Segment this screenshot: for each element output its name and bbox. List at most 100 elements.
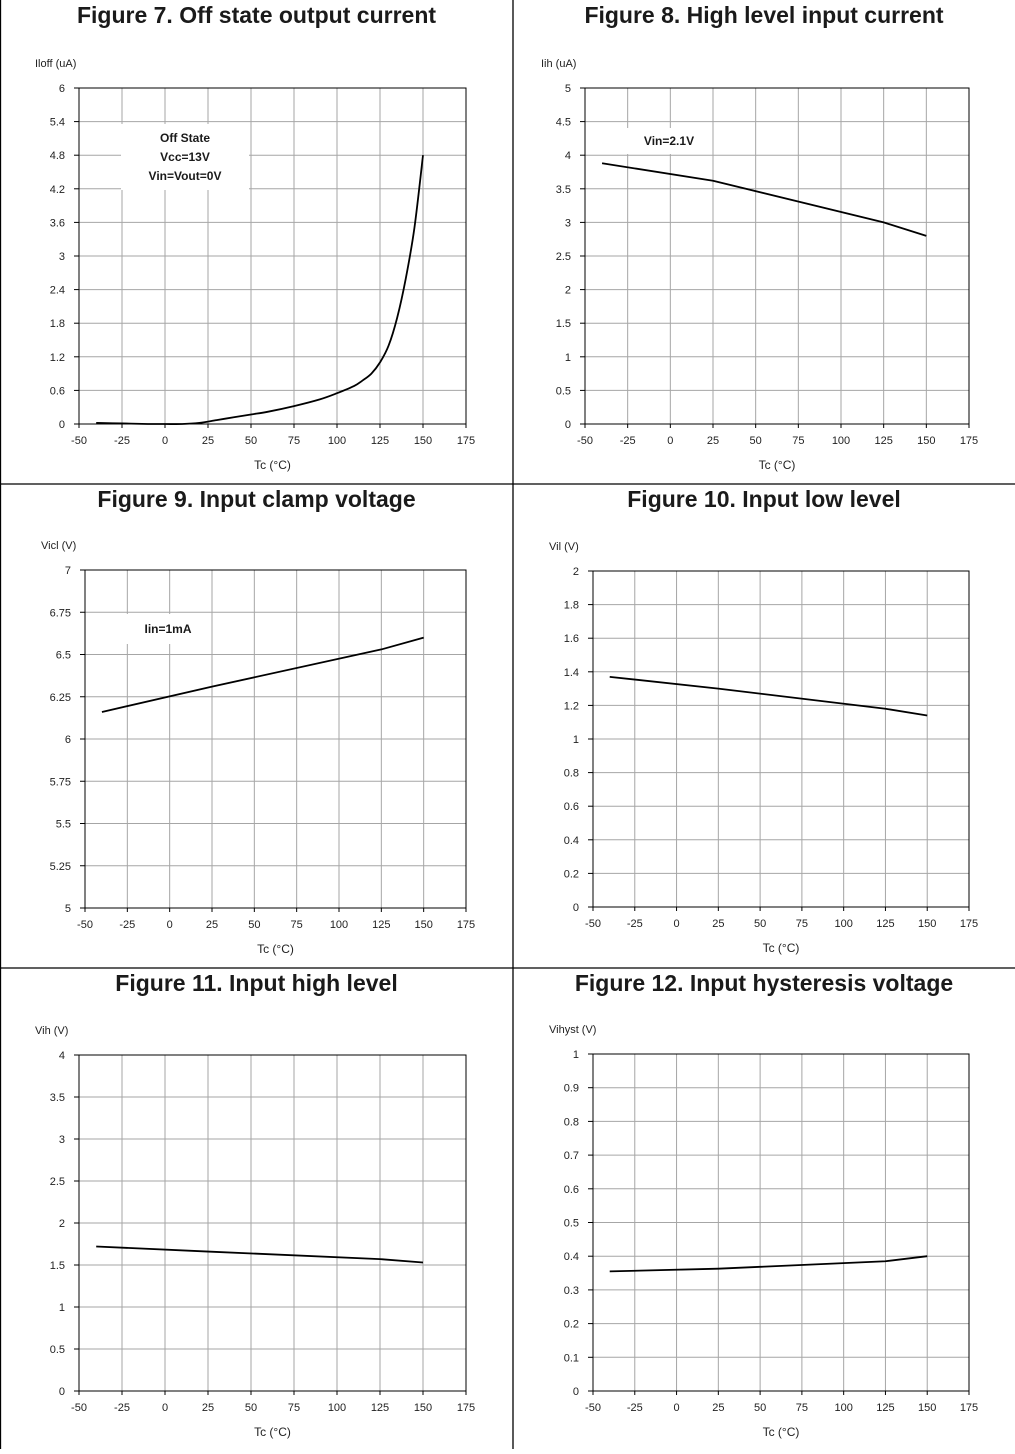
chart-cell-fig11: Figure 11. Input high level 0 0.5 1 1.5 2 2.5… xyxy=(0,968,513,1449)
y-tick-label: 2 xyxy=(573,566,579,578)
series-line xyxy=(101,636,424,713)
y-tick-label: 1.2 xyxy=(564,700,579,712)
gridlines xyxy=(592,570,970,908)
x-tick-label: 100 xyxy=(330,919,348,931)
y-tick-label: 0.6 xyxy=(50,385,65,397)
gridlines xyxy=(78,1054,467,1392)
y-tick-label: 2.4 xyxy=(50,285,65,297)
x-tick-label: 50 xyxy=(754,918,766,930)
y-tick-label: 6.5 xyxy=(56,650,71,662)
y-tick-label: 4 xyxy=(565,150,571,162)
y-tick-label: 0.5 xyxy=(50,1344,65,1356)
y-tick-label: 0.5 xyxy=(556,385,571,397)
x-tick-label: 0 xyxy=(673,918,679,930)
y-tick-label: 0.2 xyxy=(564,1319,579,1331)
x-tick-label: 175 xyxy=(960,435,978,447)
y-tick-label: 5.5 xyxy=(56,819,71,831)
y-tick-label: 3 xyxy=(565,217,571,229)
chart-cell-fig8: Figure 8. High level input current 0 0.5 1… xyxy=(513,0,1015,484)
x-tick-label: 75 xyxy=(288,435,300,447)
x-tick-label: -25 xyxy=(119,919,135,931)
y-tick-label: 2.5 xyxy=(556,251,571,263)
x-tick-label: 0 xyxy=(162,1402,168,1414)
x-tick-label: 25 xyxy=(712,1402,724,1414)
y-tick-label: 7 xyxy=(65,565,71,577)
x-tick-label: 0 xyxy=(673,1402,679,1414)
x-axis-label: Tc (°C) xyxy=(254,1425,291,1439)
annotation-text: Iin=1mA xyxy=(144,622,191,636)
x-tick-label: -25 xyxy=(114,1402,130,1414)
y-tick-label: 6.25 xyxy=(50,692,71,704)
x-tick-label: 150 xyxy=(414,435,432,447)
x-tick-label: 125 xyxy=(371,1402,389,1414)
annotation: Iin=1mA xyxy=(126,614,210,644)
series-line xyxy=(609,675,928,717)
x-tick-label: 150 xyxy=(917,435,935,447)
y-tick-label: 4 xyxy=(59,1050,65,1062)
annotation-text: Vin=Vout=0V xyxy=(149,169,222,183)
x-tick-label: -50 xyxy=(77,919,93,931)
annotation: Off State Vcc=13V Vin=Vout=0V xyxy=(121,124,249,190)
y-tick-label: 0.1 xyxy=(564,1352,579,1364)
annotation-box xyxy=(126,614,210,644)
x-tick-label: -25 xyxy=(627,918,643,930)
y-tick-label: 1.8 xyxy=(50,318,65,330)
series-line xyxy=(609,1255,928,1273)
y-tick-label: 5.25 xyxy=(50,861,71,873)
x-tick-label: 125 xyxy=(371,435,389,447)
y-tick-label: 2.5 xyxy=(50,1176,65,1188)
x-tick-label: 100 xyxy=(832,435,850,447)
y-tick-label: 3.5 xyxy=(50,1092,65,1104)
x-tick-label: 100 xyxy=(328,435,346,447)
chart-cell-fig7: Figure 7. Off state output current 0 0.6 1… xyxy=(0,0,513,484)
x-axis-label: Tc (°C) xyxy=(763,1425,800,1439)
x-tick-label: -50 xyxy=(577,435,593,447)
y-tick-label: 3 xyxy=(59,1134,65,1146)
x-tick-label: 100 xyxy=(834,918,852,930)
chart-fig11: 0 0.5 1 1.5 2 2.5 3 3.5 4 -50 -25 0 25 50 75 100 125 150 1… xyxy=(35,1025,475,1439)
x-tick-label: 75 xyxy=(792,435,804,447)
chart-title: Figure 11. Input high level xyxy=(115,970,398,996)
x-tick-label: -50 xyxy=(71,435,87,447)
y-tick-label: 4.5 xyxy=(556,117,571,129)
y-tick-label: 0.9 xyxy=(564,1083,579,1095)
y-tick-label: 0.2 xyxy=(564,868,579,880)
y-tick-label: 1 xyxy=(565,352,571,364)
gridlines xyxy=(592,1053,970,1392)
y-tick-label: 0.4 xyxy=(564,1251,579,1263)
x-tick-label: 50 xyxy=(245,435,257,447)
x-tick-label: 125 xyxy=(876,1402,894,1414)
y-tick-label: 1.5 xyxy=(50,1260,65,1272)
x-tick-label: 25 xyxy=(206,919,218,931)
y-tick-label: 0.6 xyxy=(564,1184,579,1196)
chart-title: Figure 9. Input clamp voltage xyxy=(97,486,416,512)
x-tick-label: 50 xyxy=(245,1402,257,1414)
x-tick-label: 75 xyxy=(796,1402,808,1414)
chart-fig12: 0 0.1 0.2 0.3 0.4 0.5 0.6 0.7 0.8 0.9 1 -50 -25 0 25 50… xyxy=(549,1024,978,1439)
x-tick-label: 0 xyxy=(667,435,673,447)
chart-cell-fig10: Figure 10. Input low level 0 0.2 0.4 0.6 0.8… xyxy=(513,484,1015,968)
x-tick-label: 100 xyxy=(328,1402,346,1414)
y-tick-label: 0.8 xyxy=(564,768,579,780)
y-axis-label: Vil (V) xyxy=(549,541,579,553)
y-tick-label: 3.5 xyxy=(556,184,571,196)
x-tick-label: -50 xyxy=(71,1402,87,1414)
x-axis-label: Tc (°C) xyxy=(254,458,291,472)
y-tick-label: 1.2 xyxy=(50,352,65,364)
chart-title: Figure 8. High level input current xyxy=(584,2,944,28)
chart-fig9: 5 5.25 5.5 5.75 6 6.25 6.5 6.75 7 -50 -25 0 25 50 75 10… xyxy=(41,540,475,956)
x-tick-label: 150 xyxy=(918,918,936,930)
y-tick-label: 3 xyxy=(59,251,65,263)
y-tick-label: 0 xyxy=(565,419,571,431)
y-axis-label: Vihyst (V) xyxy=(549,1024,596,1036)
y-tick-label: 0.4 xyxy=(564,835,579,847)
x-tick-label: 75 xyxy=(291,919,303,931)
y-tick-label: 5 xyxy=(565,83,571,95)
y-tick-label: 0.3 xyxy=(564,1285,579,1297)
y-tick-label: 6 xyxy=(59,83,65,95)
y-axis-label: Iloff (uA) xyxy=(35,58,76,70)
chart-fig8: 0 0.5 1 1.5 2 2.5 3 3.5 4 4.5 5 -50 -25 0 25 50 75 100 125… xyxy=(541,58,978,472)
annotation-box xyxy=(121,124,249,190)
annotation-text: Vin=2.1V xyxy=(644,134,694,148)
x-tick-label: 175 xyxy=(960,1402,978,1414)
